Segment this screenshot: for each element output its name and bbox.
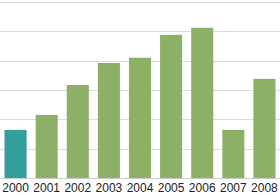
x-tick-label: 2008 <box>251 181 278 195</box>
bar <box>191 28 213 178</box>
x-tick-label: 2000 <box>2 181 29 195</box>
x-tick-label: 2006 <box>189 181 216 195</box>
bar <box>160 35 182 178</box>
bar <box>253 79 275 178</box>
bar <box>36 115 58 178</box>
bar <box>98 63 120 178</box>
x-tick-label: 2002 <box>64 181 91 195</box>
x-tick-label: 2001 <box>33 181 60 195</box>
chart: 2000 2001 2002 2003 2004 2005 2006 2007 2008 <box>0 0 280 195</box>
bar <box>129 58 151 178</box>
bars <box>5 28 276 178</box>
bar <box>222 130 244 178</box>
x-tick-label: 2007 <box>220 181 247 195</box>
x-tick-label: 2003 <box>96 181 123 195</box>
bar <box>5 130 27 178</box>
x-tick-label: 2004 <box>127 181 154 195</box>
x-tick-label: 2005 <box>158 181 185 195</box>
x-axis-line <box>0 178 280 179</box>
grid-line <box>0 2 280 3</box>
grid-line <box>0 31 280 32</box>
grid-line <box>0 178 280 179</box>
bar <box>67 85 89 178</box>
